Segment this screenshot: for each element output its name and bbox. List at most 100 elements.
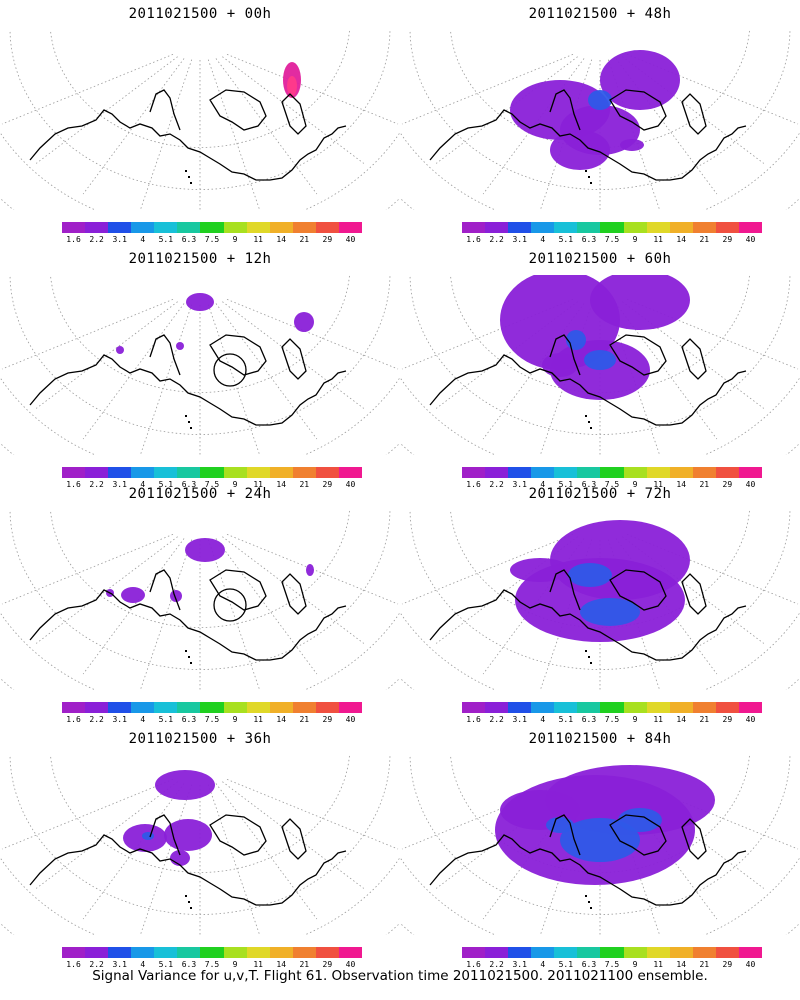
colorbar-tick-label: 4 — [140, 235, 146, 244]
colorbar-tick-label: 14 — [676, 235, 687, 244]
colorbar-tick-label: 4 — [140, 480, 146, 489]
colorbar-tick-label: 40 — [345, 715, 356, 724]
variance-region — [510, 558, 570, 582]
colorbar-swatch — [85, 467, 109, 478]
island-marker — [590, 662, 592, 664]
variance-region — [170, 850, 190, 866]
colorbar-swatch — [485, 702, 509, 713]
meridian-gridline — [622, 536, 765, 644]
colorbar-tick-label: 21 — [299, 480, 310, 489]
coastline — [29, 569, 347, 661]
forecast-panel-1: 2011021500 + 48h 1.6 2.2 3.1 4 5.1 6.3 7.5 9 11 14… — [400, 0, 800, 245]
figure-caption: Signal Variance for u,v,T. Flight 61. Ob… — [92, 968, 708, 984]
variance-region — [566, 330, 586, 350]
colorbar-swatch — [646, 467, 670, 478]
colorbar-swatch — [715, 222, 739, 233]
colorbar-swatch — [223, 222, 247, 233]
colorbar-swatch — [669, 702, 693, 713]
colorbar-tick-label: 2.2 — [89, 480, 104, 489]
colorbar-tick-label: 9 — [632, 960, 638, 969]
forecast-panel-3: 2011021500 + 60h 1.6 2.2 3.1 4 5.1 6.3 7.5 9 11 14… — [400, 245, 800, 490]
meridian-gridline — [35, 56, 178, 164]
meridian-gridline — [207, 784, 261, 935]
colorbar-tick-label: 3.1 — [112, 960, 127, 969]
colorbar-swatch — [338, 947, 363, 958]
colorbar-tick-label: 29 — [322, 235, 333, 244]
meridian-gridline — [139, 784, 193, 935]
colorbar-tick-label: 21 — [299, 235, 310, 244]
colorbar — [62, 467, 363, 478]
colorbar-swatch — [531, 702, 555, 713]
colorbar-tick-label: 2.2 — [89, 960, 104, 969]
colorbar-tick-label: 11 — [653, 960, 663, 969]
colorbar-swatch — [600, 222, 624, 233]
colorbar-tick-label: 7.5 — [604, 480, 620, 489]
variance-region — [545, 765, 715, 835]
colorbar-tick-label: 1.6 — [466, 480, 481, 489]
colorbar-swatch — [292, 467, 316, 478]
colorbar-tick-label: 6.3 — [181, 235, 197, 244]
colorbar-labels: 1.6 2.2 3.1 4 5.1 6.3 7.5 9 11 14 21 29 40 — [462, 235, 762, 245]
colorbar-tick-label: 7.5 — [204, 480, 220, 489]
colorbar-tick-label: 6.3 — [181, 480, 197, 489]
variance-region — [121, 587, 145, 603]
variance-region — [116, 346, 124, 354]
colorbar-swatch — [485, 222, 509, 233]
colorbar-swatch — [62, 222, 86, 233]
colorbar-swatch — [200, 947, 224, 958]
colorbar-swatch — [131, 702, 155, 713]
variance-map — [0, 30, 400, 210]
panel-title: 2011021500 + 72h — [528, 486, 672, 502]
variance-region — [176, 342, 184, 350]
island-marker — [585, 170, 587, 172]
colorbar-tick-label: 6.3 — [181, 960, 197, 969]
colorbar-tick-label: 3.1 — [112, 480, 127, 489]
colorbar-tick-label: 2.2 — [489, 480, 504, 489]
latitude-gridline — [9, 510, 391, 670]
meridian-gridline — [226, 53, 399, 125]
island-marker — [590, 182, 592, 184]
colorbar-tick-label: 14 — [676, 960, 687, 969]
colorbar-swatch — [338, 222, 363, 233]
variance-region — [584, 350, 616, 370]
colorbar-tick-label: 7.5 — [604, 235, 620, 244]
colorbar-tick-label: 2.2 — [489, 715, 504, 724]
meridian-gridline — [401, 533, 574, 605]
island-marker — [190, 427, 192, 429]
variance-region — [542, 353, 578, 377]
meridian-gridline — [626, 53, 799, 125]
colorbar-swatch — [338, 467, 363, 478]
colorbar-tick-label: 14 — [676, 480, 687, 489]
island-marker — [588, 176, 590, 178]
colorbar-swatch — [738, 222, 763, 233]
colorbar-swatch — [646, 222, 670, 233]
meridian-gridline — [222, 301, 365, 409]
colorbar-labels: 1.6 2.2 3.1 4 5.1 6.3 7.5 9 11 14 21 29 40 — [62, 960, 362, 970]
colorbar-tick-label: 40 — [745, 235, 756, 244]
meridian-gridline — [226, 298, 399, 370]
variance-region — [306, 564, 314, 576]
colorbar-tick-label: 14 — [276, 480, 287, 489]
forecast-panel-5: 2011021500 + 72h 1.6 2.2 3.1 4 5.1 6.3 7.5 9 11 14… — [400, 480, 800, 725]
colorbar-tick-label: 11 — [253, 960, 263, 969]
meridian-gridline — [626, 533, 799, 605]
colorbar-tick-label: 40 — [745, 480, 756, 489]
colorbar-tick-label: 9 — [232, 960, 238, 969]
panel-title: 2011021500 + 12h — [128, 251, 272, 267]
colorbar-tick-label: 21 — [699, 715, 710, 724]
colorbar-tick-label: 1.6 — [66, 235, 81, 244]
variance-region — [620, 139, 644, 151]
colorbar-tick-label: 3.1 — [512, 235, 527, 244]
colorbar — [462, 947, 763, 958]
colorbar-swatch — [292, 947, 316, 958]
colorbar-swatch — [485, 947, 509, 958]
coastline — [429, 814, 747, 906]
panel-title: 2011021500 + 00h — [128, 6, 272, 22]
colorbar-swatch — [223, 702, 247, 713]
variance-region — [186, 293, 214, 311]
colorbar-tick-label: 1.6 — [66, 715, 81, 724]
variance-map — [400, 30, 800, 210]
colorbar-tick-label: 4 — [140, 960, 146, 969]
colorbar-swatch — [177, 467, 201, 478]
colorbar-swatch — [623, 222, 647, 233]
